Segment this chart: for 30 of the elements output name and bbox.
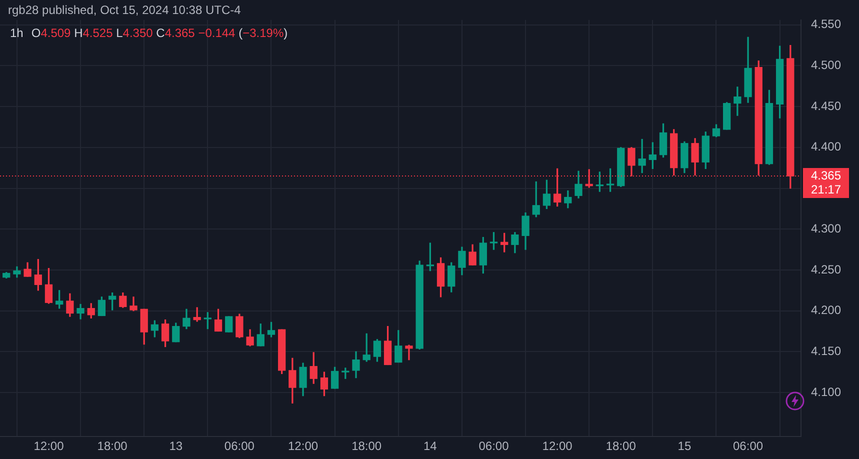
y-tick-label: 4.550 (811, 17, 842, 32)
x-tick-label: 15 (678, 439, 692, 454)
x-tick-label: 06:00 (478, 439, 510, 454)
text: rgb28 published, Oct 15, 2024 10:38 UTC-4 (8, 3, 241, 17)
candlestick (638, 138, 646, 174)
x-tick-label: 12:00 (542, 439, 573, 454)
candlestick (734, 86, 742, 116)
x-tick-label: 13 (169, 439, 183, 454)
x-tick-label: 18:00 (97, 439, 128, 454)
y-tick-label: 4.200 (811, 303, 842, 318)
x-tick-label: 12:00 (34, 439, 64, 454)
x-tick-label: 18:00 (606, 439, 636, 454)
text: O4.509 H4.525 L4.350 C4.365 −0.144 (−3.19%) (31, 26, 288, 40)
x-tick-label: 06:00 (733, 439, 764, 454)
x-tick-label: 14 (423, 439, 438, 454)
text: 21:17 (810, 182, 842, 196)
x-tick-label: 18:00 (352, 439, 382, 454)
text: 1h (10, 26, 24, 40)
y-tick-label: 4.400 (811, 140, 842, 154)
y-tick-label: 4.500 (811, 58, 842, 72)
candlestick (405, 344, 413, 360)
y-tick-label: 4.250 (811, 262, 842, 276)
x-tick-label: 06:00 (224, 439, 255, 454)
candlestick (193, 307, 201, 322)
y-tick-label: 4.100 (811, 384, 842, 399)
y-tick-label: 4.300 (811, 221, 842, 236)
ref-line-label: 4.365 (810, 168, 842, 182)
x-tick-label: 12:00 (288, 439, 318, 454)
y-tick-label: 4.450 (811, 98, 842, 113)
y-tick-label: 4.150 (811, 344, 842, 358)
